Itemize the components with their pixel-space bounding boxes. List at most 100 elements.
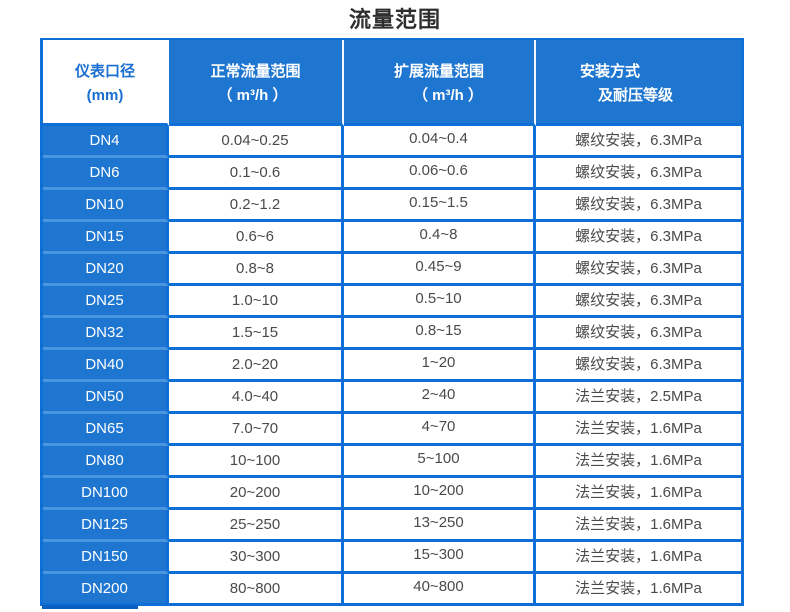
cell-diameter: DN10 xyxy=(43,190,169,222)
cell-diameter: DN200 xyxy=(43,574,169,603)
header-extended-line1: 扩展流量范围 xyxy=(393,63,484,80)
cell-extended-value: 0.06~0.6 xyxy=(409,162,468,179)
header-install-line2: 及耐压等级 xyxy=(598,87,674,104)
header-cell-installation: 安装方式 及耐压等级 xyxy=(536,40,741,126)
table-row: DN40 2.0~20 1~20 螺纹安装，6.3MPa xyxy=(43,350,741,382)
cell-installation: 螺纹安装，6.3MPa xyxy=(536,190,741,222)
table-header-row: 仪表口径 (mm) 正常流量范围 （ m³/h ） 扩展流量范围 （ m³/h … xyxy=(43,40,741,126)
cell-extended-value: 4~70 xyxy=(421,418,456,435)
cell-installation: 螺纹安装，6.3MPa xyxy=(536,286,741,318)
cell-diameter: DN100 xyxy=(43,478,169,510)
cell-diameter: DN50 xyxy=(43,382,169,414)
table-row: DN4 0.04~0.25 0.04~0.4 螺纹安装，6.3MPa xyxy=(43,126,741,158)
table-row: DN100 20~200 10~200 法兰安装，1.6MPa xyxy=(43,478,741,510)
cell-normal-range: 4.0~40 xyxy=(169,382,344,414)
cell-diameter: DN65 xyxy=(43,414,169,446)
cell-installation: 法兰安装，1.6MPa xyxy=(536,478,741,510)
header-diameter-line2: (mm) xyxy=(86,87,124,104)
cell-installation: 螺纹安装，6.3MPa xyxy=(536,126,741,158)
cell-installation: 法兰安装，1.6MPa xyxy=(536,574,741,603)
table-row: DN200 80~800 40~800 法兰安装，1.6MPa xyxy=(43,574,741,603)
header-cell-normal-range: 正常流量范围 （ m³/h ） xyxy=(169,40,344,126)
cell-extended-value: 15~300 xyxy=(413,546,464,563)
cell-diameter: DN25 xyxy=(43,286,169,318)
header-extended-line2: （ m³/h ） xyxy=(413,87,483,104)
cell-extended-value: 0.04~0.4 xyxy=(409,130,468,147)
cell-normal-range: 1.0~10 xyxy=(169,286,344,318)
cell-installation: 法兰安装，1.6MPa xyxy=(536,446,741,478)
cell-diameter: DN125 xyxy=(43,510,169,542)
table-row: DN25 1.0~10 0.5~10 螺纹安装，6.3MPa xyxy=(43,286,741,318)
cell-normal-range: 0.1~0.6 xyxy=(169,158,344,190)
table-row: DN6 0.1~0.6 0.06~0.6 螺纹安装，6.3MPa xyxy=(43,158,741,190)
cell-extended-range: 0.15~1.5 xyxy=(344,190,536,222)
header-normal-line2: （ m³/h ） xyxy=(217,87,288,104)
header-diameter-line1: 仪表口径 xyxy=(74,63,135,80)
header-cell-extended-range: 扩展流量范围 （ m³/h ） xyxy=(344,40,536,126)
cell-extended-range: 0.45~9 xyxy=(344,254,536,286)
cell-normal-range: 1.5~15 xyxy=(169,318,344,350)
cell-extended-value: 0.5~10 xyxy=(415,290,462,307)
header-cell-diameter: 仪表口径 (mm) xyxy=(43,40,169,126)
table-row: DN32 1.5~15 0.8~15 螺纹安装，6.3MPa xyxy=(43,318,741,350)
table-row: DN125 25~250 13~250 法兰安装，1.6MPa xyxy=(43,510,741,542)
cell-diameter: DN150 xyxy=(43,542,169,574)
cell-diameter: DN80 xyxy=(43,446,169,478)
table-row: DN15 0.6~6 0.4~8 螺纹安装，6.3MPa xyxy=(43,222,741,254)
table-row: DN10 0.2~1.2 0.15~1.5 螺纹安装，6.3MPa xyxy=(43,190,741,222)
cell-extended-range: 40~800 xyxy=(344,574,536,603)
cell-extended-range: 10~200 xyxy=(344,478,536,510)
cell-diameter: DN40 xyxy=(43,350,169,382)
cell-diameter: DN20 xyxy=(43,254,169,286)
cell-normal-range: 0.6~6 xyxy=(169,222,344,254)
cell-extended-range: 0.5~10 xyxy=(344,286,536,318)
cell-extended-range: 2~40 xyxy=(344,382,536,414)
header-install-line1: 安装方式 xyxy=(580,63,641,80)
cell-extended-range: 1~20 xyxy=(344,350,536,382)
cell-extended-value: 0.15~1.5 xyxy=(409,194,468,211)
cell-normal-range: 10~100 xyxy=(169,446,344,478)
cell-extended-range: 13~250 xyxy=(344,510,536,542)
cell-normal-range: 20~200 xyxy=(169,478,344,510)
page-title: 流量范围 xyxy=(348,7,441,32)
cell-installation: 法兰安装，2.5MPa xyxy=(536,382,741,414)
cell-diameter: DN32 xyxy=(43,318,169,350)
cell-extended-value: 0.45~9 xyxy=(415,258,462,275)
table-row: DN80 10~100 5~100 法兰安装，1.6MPa xyxy=(43,446,741,478)
cell-installation: 法兰安装，1.6MPa xyxy=(536,542,741,574)
cell-extended-range: 0.8~15 xyxy=(344,318,536,350)
cell-extended-value: 40~800 xyxy=(413,578,464,595)
cell-extended-range: 4~70 xyxy=(344,414,536,446)
cell-normal-range: 2.0~20 xyxy=(169,350,344,382)
cell-extended-value: 0.8~15 xyxy=(415,322,462,339)
cell-extended-range: 0.04~0.4 xyxy=(344,126,536,158)
cell-installation: 螺纹安装，6.3MPa xyxy=(536,254,741,286)
cell-installation: 螺纹安装，6.3MPa xyxy=(536,350,741,382)
cell-extended-range: 0.4~8 xyxy=(344,222,536,254)
cell-extended-value: 13~250 xyxy=(413,514,464,531)
cell-extended-value: 0.4~8 xyxy=(419,226,458,243)
table-row: DN150 30~300 15~300 法兰安装，1.6MPa xyxy=(43,542,741,574)
cell-extended-value: 2~40 xyxy=(421,386,456,403)
cell-extended-range: 15~300 xyxy=(344,542,536,574)
cell-extended-value: 1~20 xyxy=(421,354,456,371)
cell-extended-range: 0.06~0.6 xyxy=(344,158,536,190)
cell-normal-range: 25~250 xyxy=(169,510,344,542)
cell-normal-range: 80~800 xyxy=(169,574,344,603)
table-row: DN50 4.0~40 2~40 法兰安装，2.5MPa xyxy=(43,382,741,414)
cell-normal-range: 30~300 xyxy=(169,542,344,574)
cell-installation: 螺纹安装，6.3MPa xyxy=(536,318,741,350)
cell-diameter: DN6 xyxy=(43,158,169,190)
cell-extended-value: 10~200 xyxy=(413,482,464,499)
cell-normal-range: 7.0~70 xyxy=(169,414,344,446)
cell-diameter: DN4 xyxy=(43,126,169,158)
table-row: DN20 0.8~8 0.45~9 螺纹安装，6.3MPa xyxy=(43,254,741,286)
cell-extended-range: 5~100 xyxy=(344,446,536,478)
cell-normal-range: 0.04~0.25 xyxy=(169,126,344,158)
header-normal-line1: 正常流量范围 xyxy=(210,63,301,80)
cell-extended-value: 5~100 xyxy=(417,450,460,467)
cell-normal-range: 0.8~8 xyxy=(169,254,344,286)
table-row: DN65 7.0~70 4~70 法兰安装，1.6MPa xyxy=(43,414,741,446)
cell-diameter: DN15 xyxy=(43,222,169,254)
